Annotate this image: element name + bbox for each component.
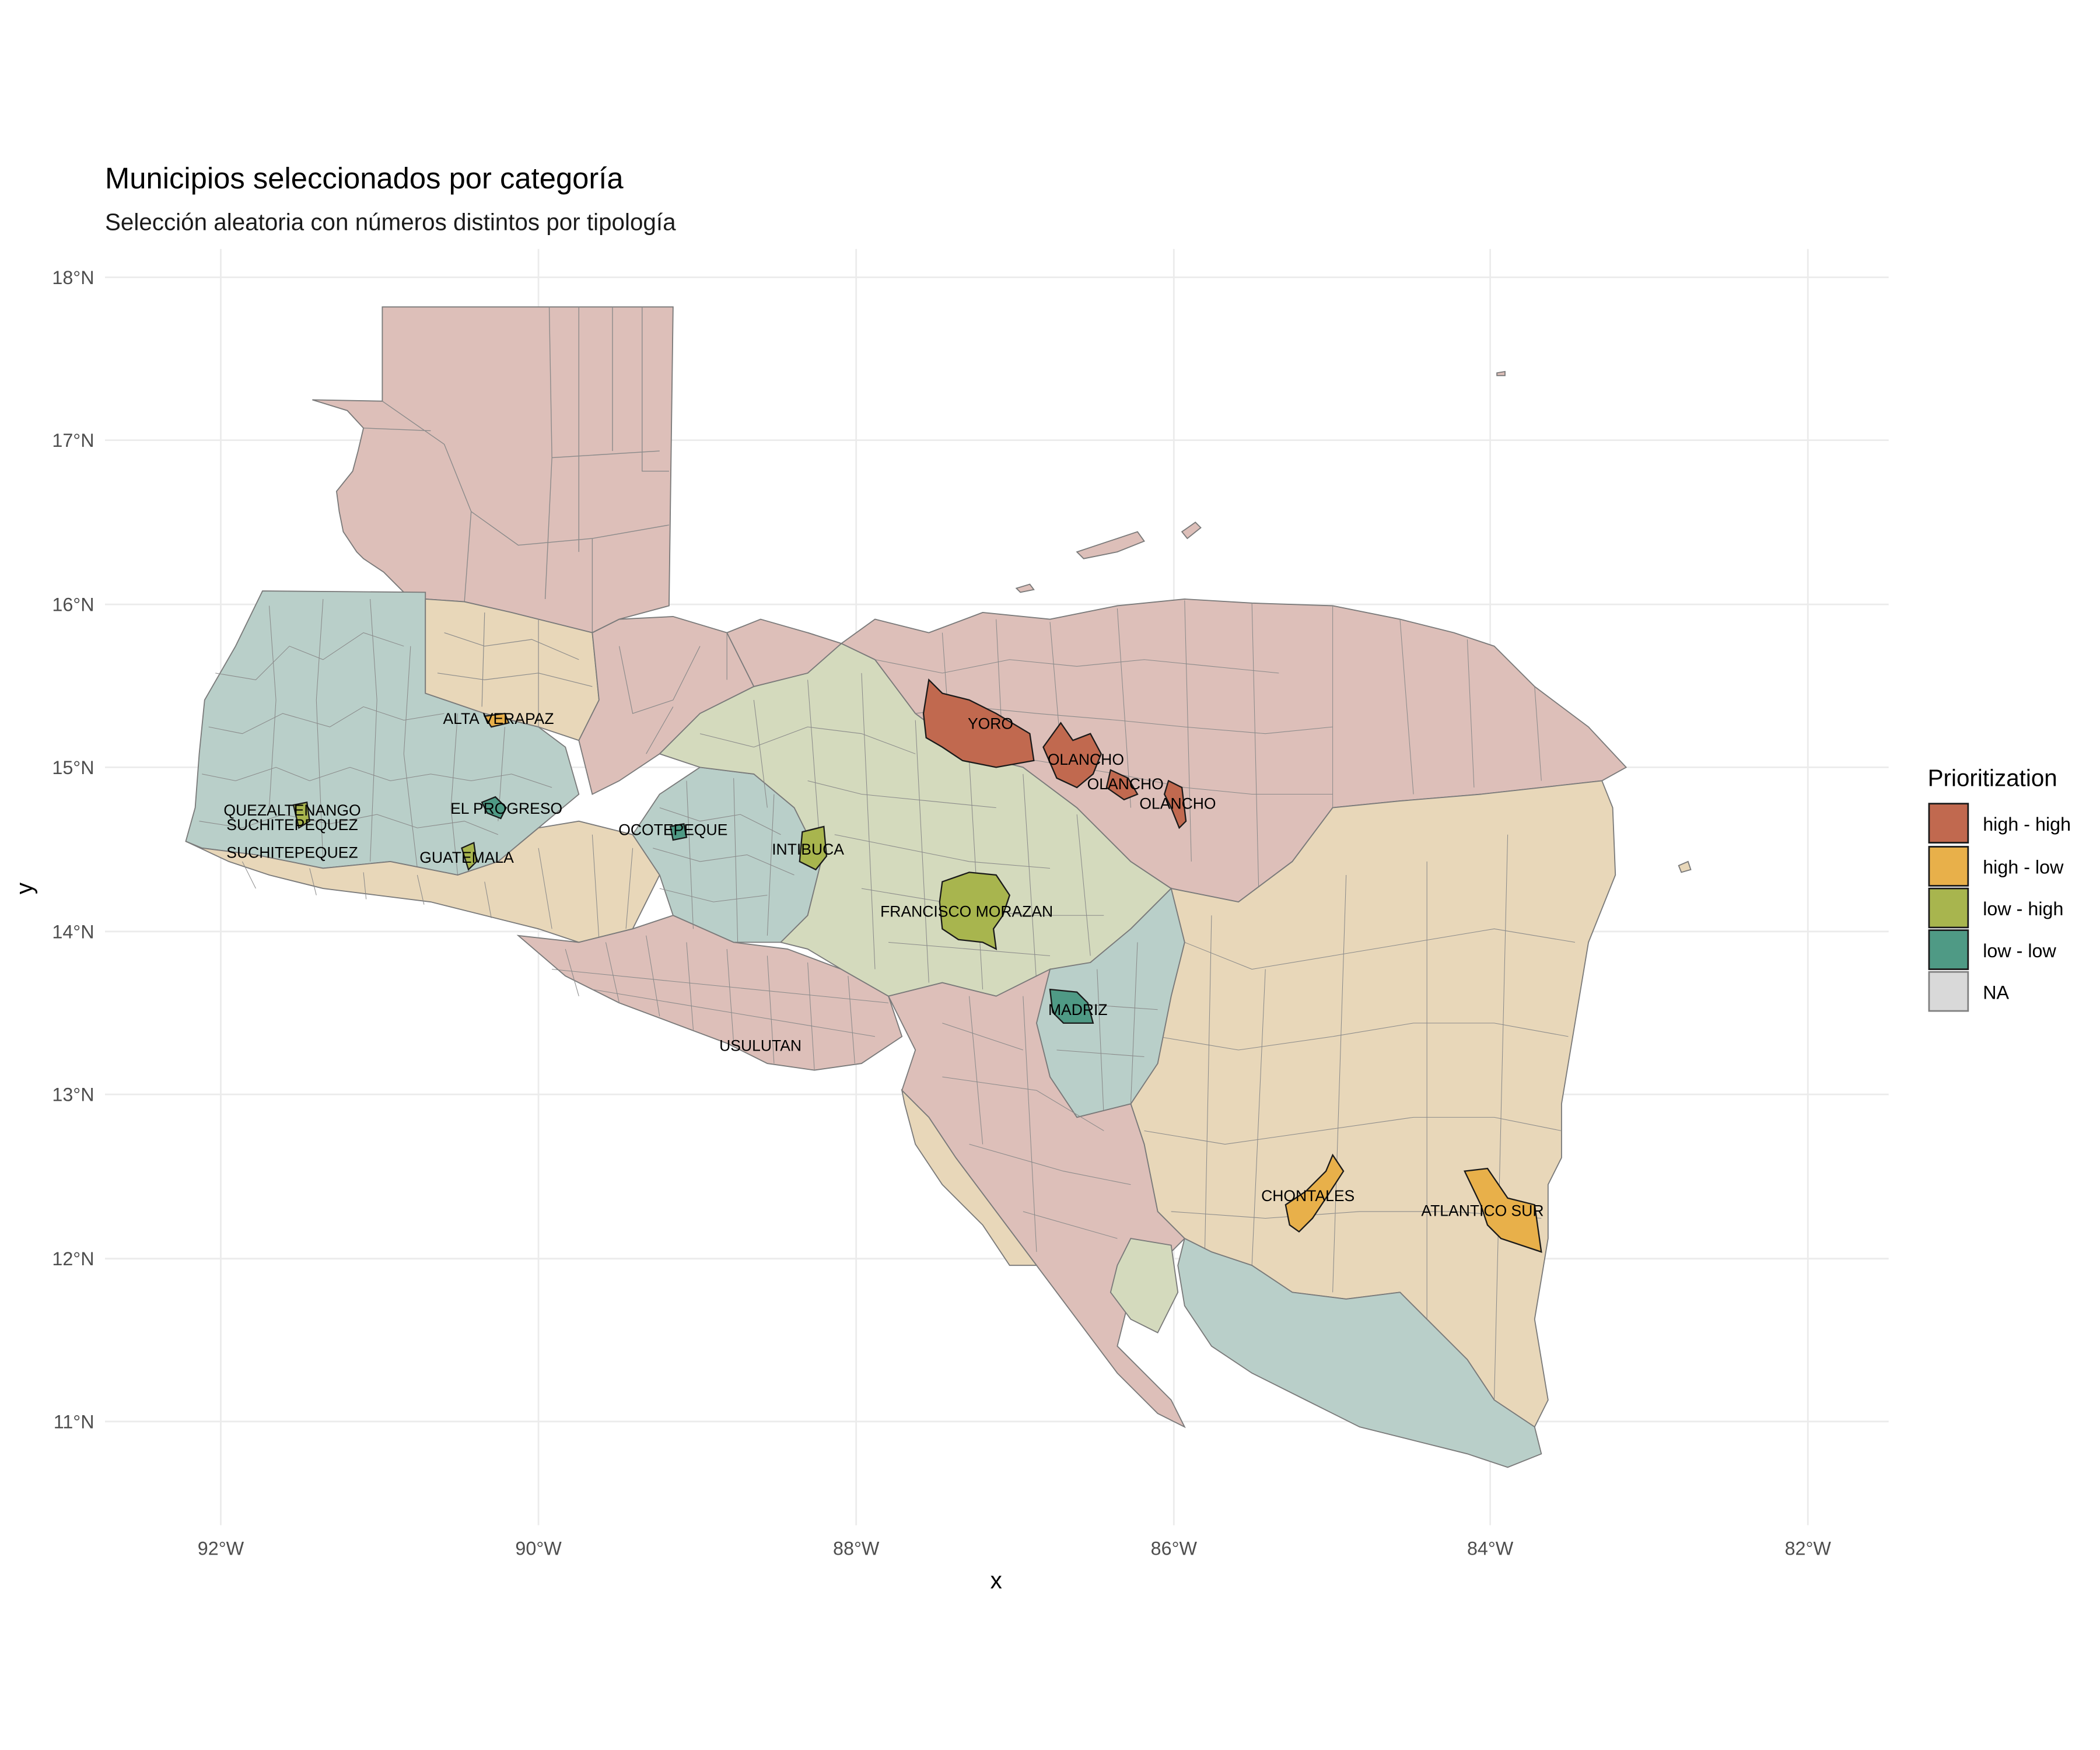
municipality-label: SUCHITEPEQUEZ: [226, 844, 358, 862]
y-tick-label: 13°N: [52, 1084, 94, 1105]
municipality-guatemala: [461, 841, 478, 871]
legend-swatch-na: [1928, 971, 1969, 1012]
y-tick-label: 18°N: [52, 267, 94, 288]
municipality-alta-verapaz: [483, 712, 510, 728]
x-tick-label: 88°W: [833, 1538, 880, 1559]
municipality-yoro: [922, 678, 1035, 768]
legend-label: high - high: [1983, 814, 2071, 835]
municipality-label: OCOTEPEQUE: [618, 821, 727, 838]
chart-title: Municipios seleccionados por categoría: [105, 162, 624, 195]
municipality-ocotepeque: [669, 822, 688, 841]
island-guanaja: [1181, 522, 1202, 540]
peten-borders: [363, 307, 670, 633]
municipality-label: USULUTAN: [719, 1037, 802, 1054]
alta-verapaz-lines: [437, 612, 593, 727]
municipality-quezaltenango: [292, 802, 311, 830]
region-ni-pacific: [901, 1088, 1038, 1266]
y-axis-title: y: [10, 882, 37, 894]
municipality-olancho-1: [1042, 722, 1102, 789]
municipality-label: SUCHITEPEQUEZ: [226, 816, 358, 834]
municipality-francisco-morazan: [939, 872, 1011, 950]
municipality-labels: ALTA VERAPAZ YORO OLANCHO OLANCHO OLANCHO QUE…: [223, 710, 1544, 1219]
x-axis: 92°W 90°W 88°W 86°W 84°W 82°W: [198, 1538, 1832, 1559]
region-el-salvador: [516, 915, 903, 1071]
legend-swatch-high-high: [1928, 803, 1969, 844]
y-tick-label: 15°N: [52, 757, 94, 778]
chart-subtitle: Selección aleatoria con números distinto…: [105, 209, 676, 236]
x-tick-label: 86°W: [1151, 1538, 1198, 1559]
legend-title: Prioritization: [1928, 765, 2057, 792]
y-tick-label: 12°N: [52, 1248, 94, 1269]
municipality-label: QUEZALTENANGO: [223, 802, 360, 819]
municipality-intibuca: [799, 825, 828, 871]
island-utila: [1015, 583, 1035, 593]
legend-swatch-low-high: [1928, 887, 1969, 929]
municipality-label: OLANCHO: [1048, 751, 1124, 768]
legend-label: NA: [1983, 982, 2009, 1003]
legend-label: high - low: [1983, 857, 2064, 878]
municipality-label: INTIBUCA: [772, 841, 844, 858]
municipality-olancho-2: [1105, 769, 1139, 801]
region-ni-southwest: [1110, 1238, 1179, 1334]
municipality-label: EL PROGRESO: [450, 800, 562, 817]
island-bay-islands: [1076, 531, 1145, 559]
y-tick-label: 17°N: [52, 430, 94, 451]
municipality-atlantico-sur: [1464, 1167, 1542, 1253]
hn-west-lines: [653, 778, 794, 943]
municipality-label: MADRIZ: [1048, 1001, 1108, 1019]
municipality-el-progreso: [481, 796, 508, 820]
municipality-label: FRANCISCO MORAZAN: [880, 903, 1053, 921]
legend-swatch-low-low: [1928, 929, 1969, 970]
municipality-label: CHONTALES: [1261, 1187, 1354, 1205]
x-tick-label: 90°W: [515, 1538, 562, 1559]
y-axis: 18°N 17°N 16°N 15°N 14°N 13°N 12°N 11°N: [52, 267, 94, 1433]
el-salvador-lines: [552, 935, 889, 1070]
izabal-lines: [618, 632, 727, 754]
x-tick-label: 84°W: [1467, 1538, 1514, 1559]
municipality-label: GUATEMALA: [419, 849, 514, 866]
x-axis-title: x: [991, 1567, 1002, 1594]
map-layer: [185, 306, 1692, 1468]
municipality-madriz: [1049, 988, 1094, 1024]
x-tick-label: 82°W: [1785, 1538, 1832, 1559]
y-tick-label: 11°N: [54, 1411, 94, 1432]
gt-west-municipal-lines: [199, 598, 552, 876]
legend: Prioritization high - high high - low lo…: [1928, 765, 2071, 1012]
municipality-olancho-3: [1163, 779, 1187, 830]
ni-west-lines: [942, 996, 1131, 1252]
gt-south-lines: [242, 834, 634, 940]
y-tick-label: 14°N: [52, 921, 94, 942]
region-peten: [312, 306, 674, 634]
municipality-label: OLANCHO: [1139, 795, 1216, 813]
island-north-cay: [1496, 370, 1506, 376]
hn-north-lines: [874, 600, 1542, 889]
ni-east-lines: [1144, 834, 1576, 1401]
municipality-label: YORO: [968, 715, 1013, 732]
municipality-label: ALTA VERAPAZ: [443, 710, 554, 727]
region-ni-south: [1177, 1237, 1542, 1468]
hn-south-lines: [1056, 942, 1158, 1118]
island-corn: [1678, 860, 1692, 873]
legend-swatch-high-low: [1928, 846, 1969, 887]
legend-label: low - low: [1983, 940, 2056, 961]
municipality-label: OLANCHO: [1087, 775, 1164, 793]
legend-label: low - high: [1983, 898, 2063, 919]
municipality-chontales: [1284, 1153, 1345, 1233]
municipality-label: ATLANTICO SUR: [1421, 1202, 1544, 1219]
x-tick-label: 92°W: [198, 1538, 244, 1559]
y-tick-label: 16°N: [52, 594, 94, 615]
